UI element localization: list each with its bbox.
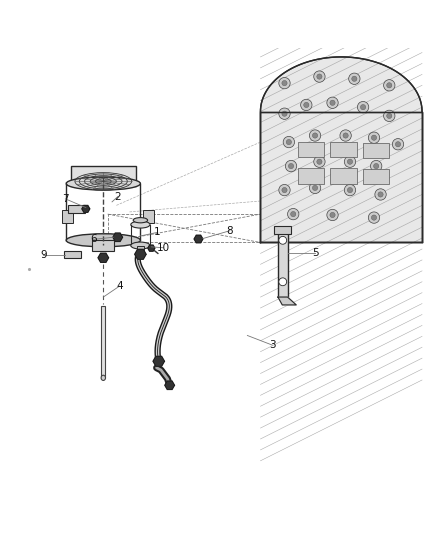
Circle shape — [384, 110, 395, 122]
Ellipse shape — [131, 242, 150, 249]
Ellipse shape — [101, 375, 106, 381]
Bar — [64, 251, 81, 258]
Ellipse shape — [66, 234, 141, 247]
Ellipse shape — [66, 177, 141, 190]
Polygon shape — [148, 245, 155, 251]
Circle shape — [344, 184, 356, 196]
Circle shape — [360, 104, 366, 110]
Circle shape — [309, 182, 321, 193]
Bar — [101, 306, 106, 378]
Bar — [143, 210, 153, 223]
Circle shape — [368, 212, 380, 223]
Polygon shape — [261, 111, 422, 243]
Bar — [92, 240, 114, 251]
Bar — [71, 166, 136, 185]
Bar — [297, 142, 324, 157]
Circle shape — [371, 135, 377, 140]
Circle shape — [330, 100, 335, 106]
Polygon shape — [278, 297, 296, 305]
Polygon shape — [194, 235, 203, 243]
Text: 9: 9 — [40, 250, 47, 260]
Circle shape — [327, 209, 338, 221]
Circle shape — [282, 188, 287, 193]
Circle shape — [314, 71, 325, 82]
Bar — [137, 246, 144, 252]
Circle shape — [396, 142, 401, 147]
Circle shape — [312, 133, 318, 138]
Text: 6: 6 — [90, 235, 96, 245]
Circle shape — [279, 77, 290, 89]
Polygon shape — [261, 57, 422, 111]
Circle shape — [340, 130, 351, 141]
Text: 4: 4 — [116, 281, 123, 291]
Circle shape — [347, 188, 353, 193]
Circle shape — [343, 133, 348, 138]
Circle shape — [286, 160, 297, 172]
Circle shape — [317, 74, 322, 79]
Circle shape — [347, 159, 353, 164]
Circle shape — [283, 136, 294, 148]
Bar — [363, 169, 389, 184]
Circle shape — [374, 164, 379, 169]
Circle shape — [309, 130, 321, 141]
Circle shape — [352, 76, 357, 82]
Circle shape — [344, 156, 356, 167]
Circle shape — [279, 278, 287, 286]
Circle shape — [375, 189, 386, 200]
Circle shape — [312, 185, 318, 190]
Bar — [278, 231, 288, 297]
Text: 10: 10 — [156, 243, 170, 253]
Circle shape — [371, 215, 377, 220]
Circle shape — [288, 164, 293, 169]
Circle shape — [279, 236, 287, 244]
Circle shape — [349, 73, 360, 84]
Bar — [330, 142, 357, 157]
Circle shape — [330, 212, 335, 217]
Bar — [275, 226, 291, 234]
Bar — [330, 168, 357, 183]
Circle shape — [357, 101, 369, 113]
Circle shape — [384, 79, 395, 91]
Polygon shape — [113, 233, 123, 241]
Bar — [68, 205, 85, 213]
Circle shape — [279, 108, 290, 119]
Text: 1: 1 — [154, 228, 160, 237]
Circle shape — [304, 102, 309, 108]
Text: 2: 2 — [114, 192, 121, 201]
Circle shape — [387, 83, 392, 88]
Text: 5: 5 — [312, 248, 318, 259]
Circle shape — [290, 212, 296, 217]
Ellipse shape — [133, 217, 148, 223]
Circle shape — [279, 184, 290, 196]
Polygon shape — [165, 381, 174, 390]
Bar — [297, 168, 324, 183]
Polygon shape — [153, 357, 164, 366]
Text: 8: 8 — [226, 225, 233, 236]
Polygon shape — [82, 205, 90, 212]
Circle shape — [371, 160, 382, 172]
Circle shape — [286, 140, 291, 144]
Circle shape — [327, 97, 338, 108]
Circle shape — [368, 132, 380, 143]
Polygon shape — [98, 253, 109, 262]
Circle shape — [317, 159, 322, 164]
Circle shape — [288, 208, 299, 220]
Text: 7: 7 — [62, 194, 69, 204]
Polygon shape — [135, 249, 146, 259]
Circle shape — [378, 192, 383, 197]
Circle shape — [387, 113, 392, 118]
Circle shape — [314, 156, 325, 167]
Text: 3: 3 — [269, 340, 276, 350]
Bar — [363, 143, 389, 158]
Circle shape — [300, 99, 312, 111]
Circle shape — [392, 139, 404, 150]
Ellipse shape — [131, 221, 150, 228]
Circle shape — [282, 80, 287, 86]
Circle shape — [282, 111, 287, 116]
Bar — [62, 210, 73, 223]
